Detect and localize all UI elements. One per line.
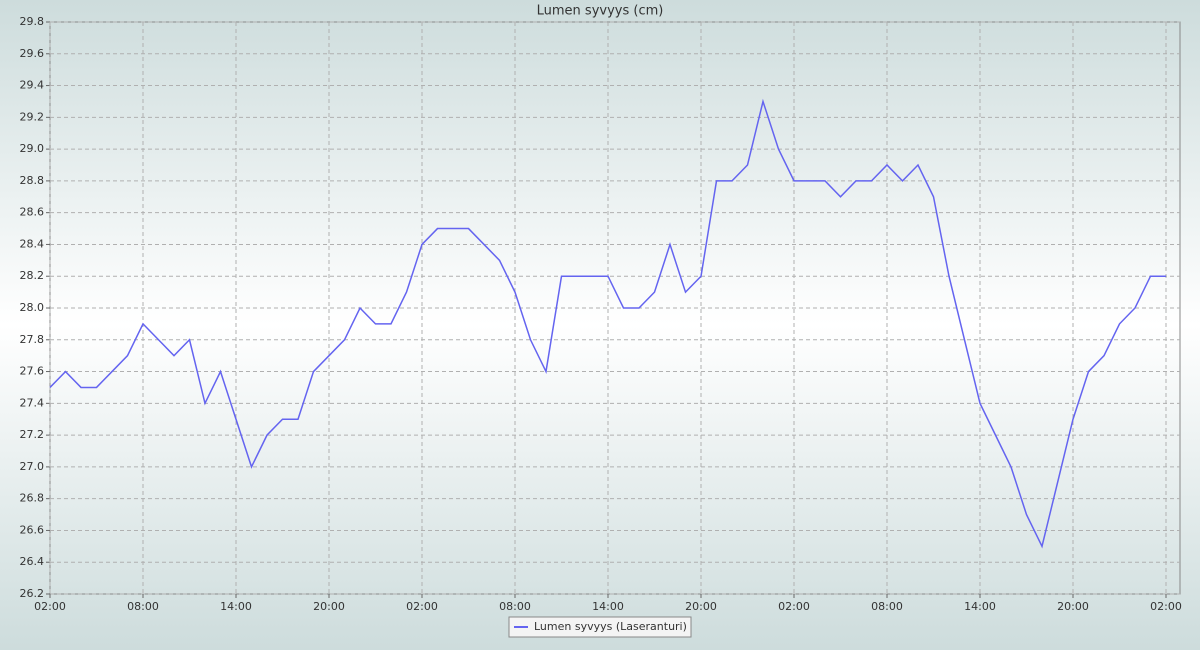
y-tick-label: 26.8 [20, 492, 45, 505]
x-tick-label: 20:00 [1057, 600, 1089, 613]
y-tick-label: 29.0 [20, 142, 45, 155]
y-tick-label: 26.6 [20, 523, 45, 536]
x-tick-label: 20:00 [685, 600, 717, 613]
y-tick-label: 27.6 [20, 365, 45, 378]
x-tick-label: 02:00 [1150, 600, 1182, 613]
y-tick-label: 28.2 [20, 269, 45, 282]
y-tick-label: 27.2 [20, 428, 45, 441]
x-tick-label: 20:00 [313, 600, 345, 613]
chart-title: Lumen syvyys (cm) [537, 4, 664, 19]
x-tick-label: 08:00 [127, 600, 159, 613]
x-tick-label: 08:00 [871, 600, 903, 613]
y-tick-label: 29.8 [20, 15, 45, 28]
legend: Lumen syvyys (Laseranturi) [508, 616, 692, 638]
x-tick-label: 14:00 [220, 600, 252, 613]
y-tick-label: 27.0 [20, 460, 45, 473]
y-tick-label: 28.8 [20, 174, 45, 187]
x-tick-label: 02:00 [34, 600, 66, 613]
y-tick-label: 29.2 [20, 110, 45, 123]
y-tick-label: 27.4 [20, 396, 45, 409]
y-tick-label: 29.6 [20, 47, 45, 60]
x-tick-label: 02:00 [406, 600, 438, 613]
y-tick-label: 28.6 [20, 206, 45, 219]
y-tick-label: 26.2 [20, 587, 45, 600]
y-tick-label: 29.4 [20, 79, 45, 92]
y-tick-label: 28.0 [20, 301, 45, 314]
legend-box [508, 616, 692, 638]
legend-label: Lumen syvyys (Laseranturi) [534, 620, 687, 633]
y-tick-label: 28.4 [20, 237, 45, 250]
x-tick-label: 08:00 [499, 600, 531, 613]
y-tick-label: 27.8 [20, 333, 45, 346]
x-tick-label: 02:00 [778, 600, 810, 613]
x-tick-label: 14:00 [592, 600, 624, 613]
y-tick-label: 26.4 [20, 555, 45, 568]
data-line [49, 98, 1166, 549]
x-tick-label: 14:00 [964, 600, 996, 613]
